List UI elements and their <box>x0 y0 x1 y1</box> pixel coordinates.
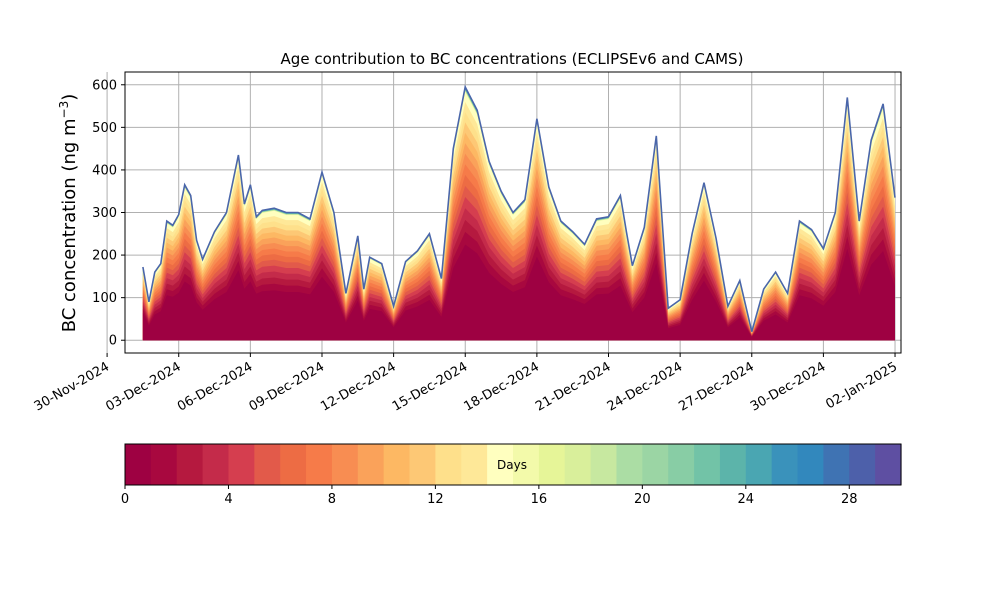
y-axis: 0 100 200 300 400 500 600 <box>92 78 125 349</box>
age-contribution-layers <box>142 86 895 341</box>
colorbar-band <box>694 444 721 485</box>
x-tick-label: 30-Dec-2024 <box>748 359 828 414</box>
x-axis: 30-Nov-202403-Dec-202406-Dec-202409-Dec-… <box>32 353 900 415</box>
colorbar-tick-label: 4 <box>224 492 232 507</box>
colorbar-band <box>668 444 695 485</box>
y-tick-label: 400 <box>92 163 117 178</box>
total-concentration-line <box>142 84 896 332</box>
plot-area: 0 100 200 300 400 500 600 30-Nov-202403-Dec-20… <box>32 71 902 415</box>
colorbar-tick-label: 8 <box>328 492 336 507</box>
x-tick-label: 03-Dec-2024 <box>103 359 183 414</box>
colorbar-frame <box>124 443 902 486</box>
colorbar-band <box>538 444 566 485</box>
y-tick-label: 300 <box>92 206 117 221</box>
colorbar-band <box>409 444 436 485</box>
x-tick-label: 30-Nov-2024 <box>32 359 112 414</box>
y-tick-label: 500 <box>92 121 117 136</box>
y-tick-label: 600 <box>92 78 117 93</box>
y-axis-label: BC concentration (ng m−3) <box>57 94 80 333</box>
colorbar-band <box>357 444 385 485</box>
colorbar-band <box>590 444 618 485</box>
x-tick-label: 12-Dec-2024 <box>318 359 398 414</box>
colorbar-bands <box>125 444 902 485</box>
colorbar-band <box>487 444 514 485</box>
x-tick-label: 02-Jan-2025 <box>823 359 900 412</box>
colorbar-band <box>254 444 281 485</box>
colorbar-band <box>771 444 799 485</box>
x-tick-label: 21-Dec-2024 <box>533 359 613 414</box>
colorbar-band <box>461 444 488 485</box>
colorbar-band <box>150 444 178 485</box>
colorbar-band <box>125 444 152 485</box>
colorbar: Days 0 4 8 12 16 20 24 28 <box>121 443 902 507</box>
colorbar-tick-label: 16 <box>531 492 548 507</box>
colorbar-tick-label: 0 <box>121 492 129 507</box>
colorbar-tick-label: 20 <box>634 492 651 507</box>
colorbar-band <box>642 444 669 485</box>
colorbar-band <box>306 444 333 485</box>
x-tick-label: 15-Dec-2024 <box>390 359 470 414</box>
colorbar-band <box>331 444 359 485</box>
colorbar-band <box>745 444 773 485</box>
colorbar-band <box>719 444 747 485</box>
colorbar-band <box>202 444 230 485</box>
y-tick-label: 100 <box>92 291 117 306</box>
colorbar-band <box>616 444 643 485</box>
x-tick-label: 06-Dec-2024 <box>175 359 255 414</box>
x-tick-label: 27-Dec-2024 <box>676 359 756 414</box>
colorbar-band <box>383 444 411 485</box>
colorbar-ticks: 0 4 8 12 16 20 24 28 <box>121 485 858 507</box>
x-tick-label: 24-Dec-2024 <box>605 359 685 414</box>
colorbar-band <box>564 444 592 485</box>
x-tick-label: 18-Dec-2024 <box>461 359 541 414</box>
colorbar-band <box>513 444 540 485</box>
colorbar-tick-label: 12 <box>427 492 444 507</box>
colorbar-band <box>797 444 824 485</box>
colorbar-band <box>875 444 902 485</box>
colorbar-band <box>823 444 850 485</box>
colorbar-band <box>435 444 462 485</box>
colorbar-band <box>849 444 876 485</box>
colorbar-band <box>176 444 204 485</box>
age-layer-0 <box>142 244 895 341</box>
y-tick-label: 0 <box>109 334 117 349</box>
colorbar-tick-label: 24 <box>738 492 755 507</box>
colorbar-label: Days <box>497 458 527 472</box>
colorbar-band <box>280 444 307 485</box>
y-tick-label: 200 <box>92 249 117 264</box>
colorbar-band <box>228 444 255 485</box>
colorbar-tick-label: 28 <box>841 492 858 507</box>
x-tick-label: 09-Dec-2024 <box>247 359 327 414</box>
chart-title: Age contribution to BC concentrations (E… <box>281 50 744 68</box>
